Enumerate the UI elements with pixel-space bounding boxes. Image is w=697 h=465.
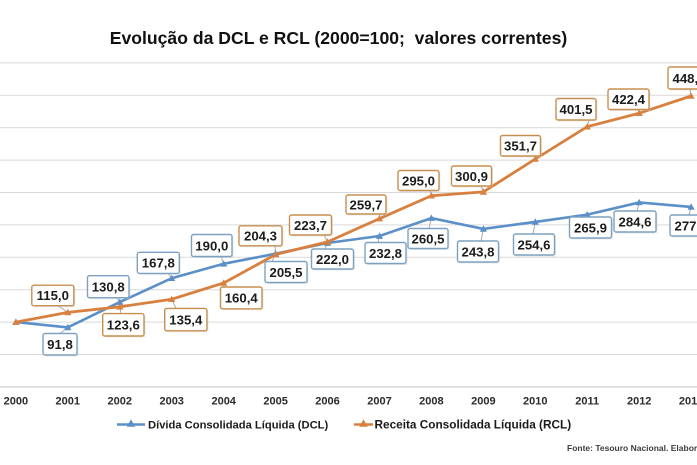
svg-text:265,9: 265,9 [574,220,607,235]
svg-text:284,6: 284,6 [618,214,651,229]
svg-text:277,8: 277,8 [674,218,697,233]
svg-text:Evolução da DCL e RCL (2000=10: Evolução da DCL e RCL (2000=100; valores… [110,28,567,48]
svg-text:295,0: 295,0 [402,173,435,188]
svg-text:160,4: 160,4 [225,291,259,306]
svg-text:2013: 2013 [679,396,697,408]
svg-text:260,5: 260,5 [411,231,444,246]
svg-text:232,8: 232,8 [369,246,402,261]
svg-text:222,0: 222,0 [316,252,349,267]
svg-text:2003: 2003 [159,396,183,408]
svg-text:422,4: 422,4 [612,92,646,107]
svg-text:401,5: 401,5 [559,102,592,117]
svg-text:223,7: 223,7 [294,218,327,233]
svg-text:300,9: 300,9 [455,169,488,184]
svg-text:259,7: 259,7 [349,197,382,212]
svg-text:Dívida Consolidada Líquida (DC: Dívida Consolidada Líquida (DCL) [148,420,329,432]
svg-text:2008: 2008 [419,396,443,408]
svg-text:2007: 2007 [367,396,391,408]
svg-text:2012: 2012 [627,396,651,408]
svg-text:351,7: 351,7 [504,139,537,154]
svg-text:2000: 2000 [4,396,28,408]
svg-text:123,6: 123,6 [107,318,140,333]
svg-text:2010: 2010 [523,396,547,408]
svg-text:91,8: 91,8 [47,337,73,352]
svg-text:243,8: 243,8 [461,244,494,259]
svg-text:2006: 2006 [315,396,339,408]
svg-text:Fonte: Tesouro Nacional. Elabo: Fonte: Tesouro Nacional. Elaboração [567,443,697,453]
svg-text:205,5: 205,5 [269,265,302,280]
svg-text:204,3: 204,3 [244,229,277,244]
svg-text:167,8: 167,8 [142,256,175,271]
svg-text:254,6: 254,6 [517,237,550,252]
svg-text:2009: 2009 [471,396,495,408]
svg-text:Receita Consolidada Líquida (R: Receita Consolidada Líquida (RCL) [375,418,572,432]
svg-text:2001: 2001 [56,396,80,408]
svg-text:2005: 2005 [263,396,287,408]
svg-text:135,4: 135,4 [169,312,203,327]
svg-text:130,8: 130,8 [92,280,125,295]
svg-text:448,9: 448,9 [672,71,697,86]
svg-text:115,0: 115,0 [37,288,69,303]
svg-text:2011: 2011 [575,396,599,408]
svg-text:190,0: 190,0 [195,238,228,253]
svg-text:2002: 2002 [108,396,132,408]
svg-text:2004: 2004 [211,396,236,408]
